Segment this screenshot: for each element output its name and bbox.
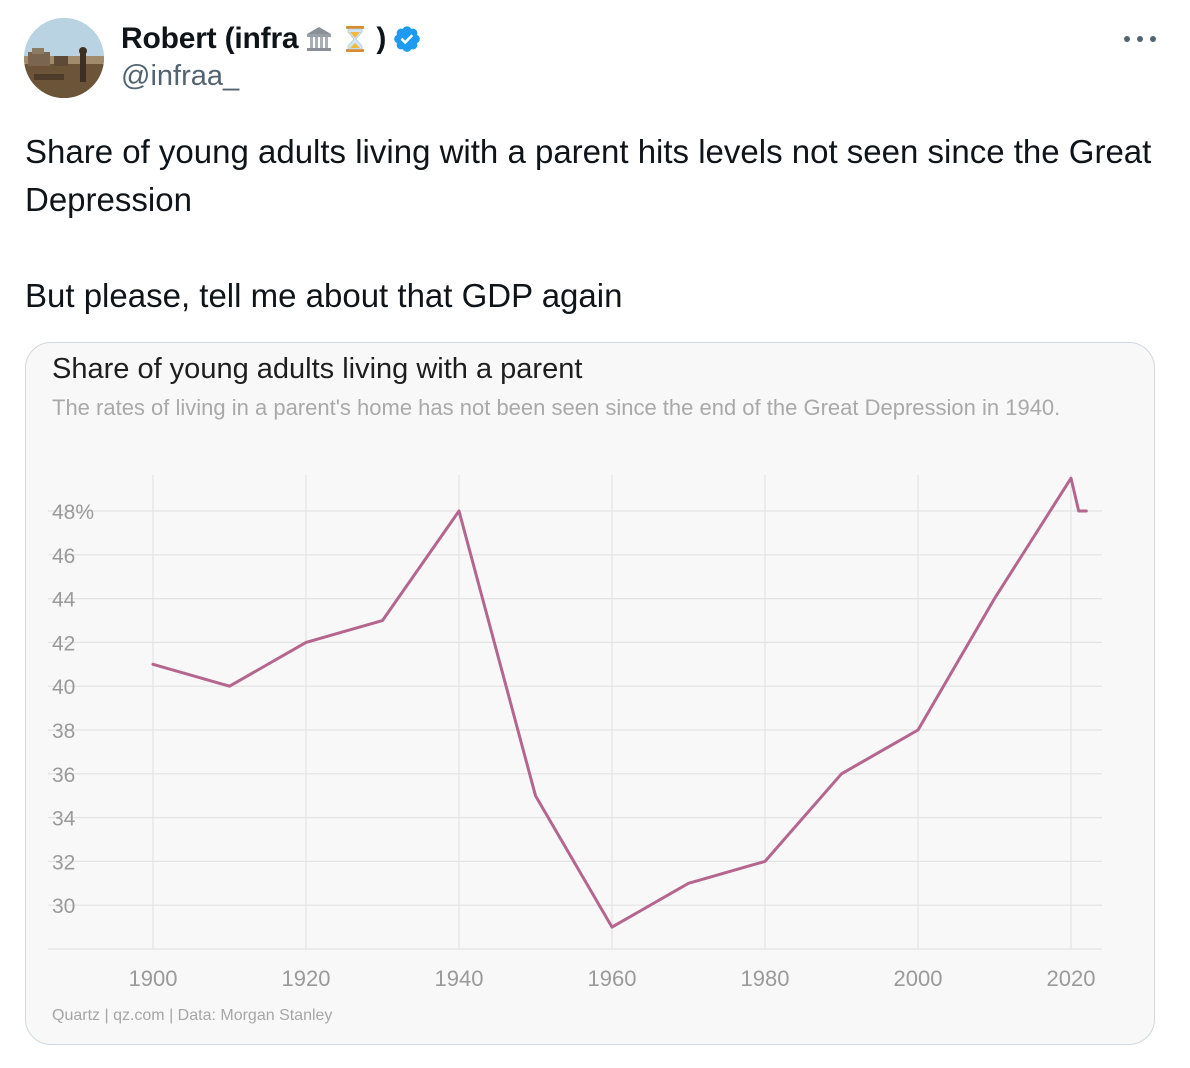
y-tick-label: 42: [52, 632, 75, 655]
tweet-text-line: Share of young adults living with a pare…: [25, 133, 1152, 218]
y-tick-label: 30: [52, 895, 75, 918]
more-options-button[interactable]: [1118, 24, 1162, 54]
line-chart: 30 32 34 36 38 40 42 44 46 48% 1900 1920 1940 1960 198…: [48, 475, 1102, 991]
author-handle[interactable]: @infraa_: [121, 60, 240, 92]
y-tick-label: 46: [52, 545, 75, 568]
chart-title: Share of young adults living with a pare…: [52, 353, 583, 385]
tweet-text-line: But please, tell me about that GDP again: [25, 277, 623, 314]
y-tick-label: 48%: [52, 501, 94, 524]
chart-source: Quartz | qz.com | Data: Morgan Stanley: [52, 1007, 333, 1024]
more-dots-icon: [1124, 36, 1156, 42]
display-name-suffix[interactable]: ): [376, 22, 387, 55]
y-tick-label: 38: [52, 720, 75, 743]
x-tick-label: 1960: [588, 966, 637, 991]
verified-badge-icon[interactable]: [392, 24, 422, 54]
y-tick-label: 36: [52, 764, 75, 787]
avatar[interactable]: [24, 18, 104, 98]
y-tick-label: 32: [52, 851, 75, 874]
tweet-text: Share of young adults living with a pare…: [25, 128, 1165, 320]
author-name-row[interactable]: Robert (infra ): [121, 20, 422, 58]
series-line: [151, 476, 1088, 929]
avatar-photo: [24, 18, 104, 98]
x-tick-label: 2020: [1047, 966, 1096, 991]
y-tick-label: 40: [52, 676, 75, 699]
hourglass-icon: [346, 26, 365, 52]
x-tick-label: 1940: [435, 966, 484, 991]
y-tick-label: 44: [52, 589, 76, 612]
x-tick-label: 1900: [129, 966, 178, 991]
media-card[interactable]: Share of young adults living with a pare…: [25, 342, 1155, 1045]
y-tick-label: 34: [52, 808, 76, 831]
display-name[interactable]: Robert (infra: [121, 22, 299, 55]
classical-building-icon: [307, 27, 332, 51]
x-tick-label: 1920: [282, 966, 331, 991]
x-tick-label: 2000: [894, 966, 943, 991]
x-tick-label: 1980: [741, 966, 790, 991]
chart-subtitle: The rates of living in a parent's home h…: [52, 395, 1061, 420]
